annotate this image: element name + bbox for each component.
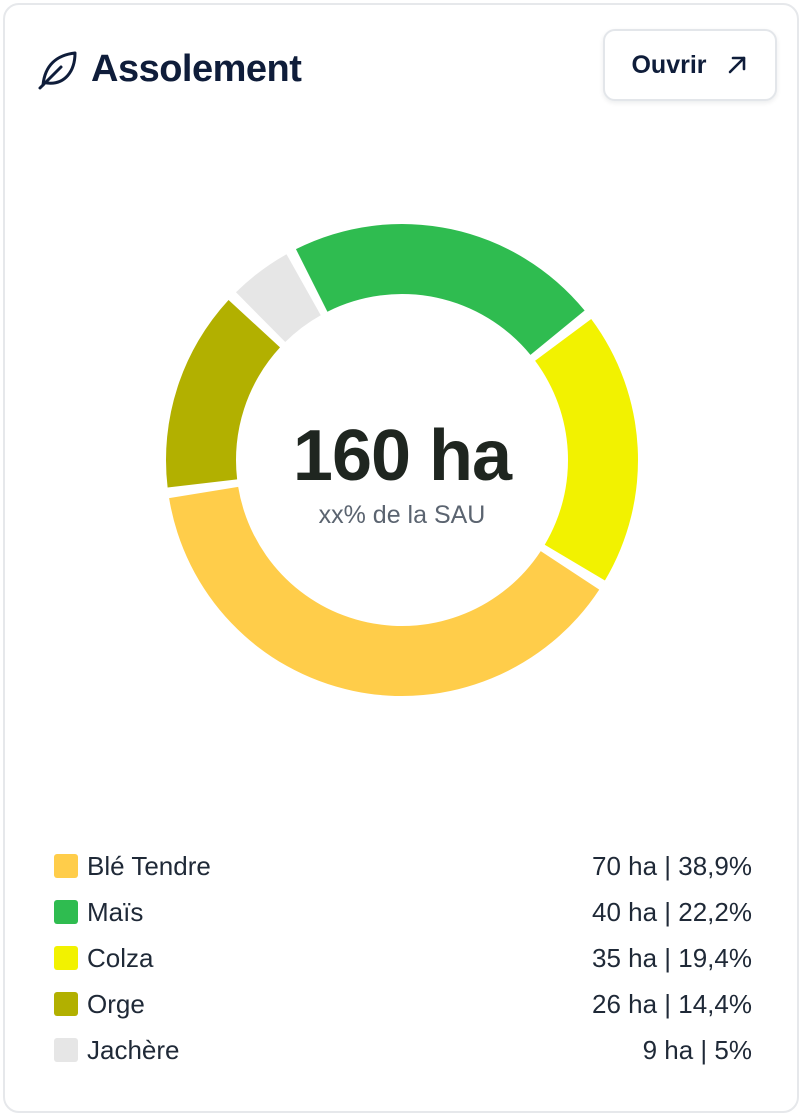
- legend-item: Colza 35 ha | 19,4%: [52, 935, 752, 981]
- legend-label: Maïs: [87, 897, 144, 927]
- legend-label: Jachère: [87, 1035, 180, 1065]
- legend-value: 35 ha | 19,4%: [592, 943, 752, 973]
- assolement-card: Assolement Ouvrir: [3, 3, 799, 1113]
- donut-slice-colza[interactable]: [535, 318, 638, 581]
- legend-item: Jachère 9 ha | 5%: [52, 1027, 752, 1073]
- donut-slice-jachere[interactable]: [235, 254, 321, 343]
- legend-value: 40 ha | 22,2%: [592, 897, 752, 927]
- legend-swatch: [54, 900, 78, 924]
- donut-center-label: xx% de la SAU: [318, 501, 486, 529]
- legend-label: Colza: [87, 943, 154, 973]
- open-button-label: Ouvrir: [631, 50, 707, 79]
- chart-legend: Blé Tendre 70 ha | 38,9% Maïs 40 ha | 22,2%…: [52, 843, 752, 1073]
- legend-swatch: [54, 992, 78, 1016]
- open-button[interactable]: Ouvrir: [603, 29, 777, 101]
- card-title: Assolement: [91, 48, 302, 90]
- donut-slice-mais[interactable]: [295, 224, 585, 355]
- donut-center-value: 160 ha: [292, 416, 512, 496]
- legend-swatch: [54, 1038, 78, 1062]
- legend-value: 9 ha | 5%: [642, 1035, 752, 1065]
- legend-item: Orge 26 ha | 14,4%: [52, 981, 752, 1027]
- legend-label: Orge: [87, 989, 145, 1019]
- donut-slice-orge[interactable]: [166, 299, 281, 488]
- legend-value: 26 ha | 14,4%: [592, 989, 752, 1019]
- legend-item: Blé Tendre 70 ha | 38,9%: [52, 843, 752, 889]
- legend-item: Maïs 40 ha | 22,2%: [52, 889, 752, 935]
- donut-slice-ble-tendre[interactable]: [169, 486, 600, 696]
- legend-value: 70 ha | 38,9%: [592, 851, 752, 881]
- legend-swatch: [54, 854, 78, 878]
- leaf-icon: [38, 51, 77, 90]
- arrow-up-right-icon: [728, 56, 745, 74]
- legend-label: Blé Tendre: [87, 851, 211, 881]
- legend-swatch: [54, 946, 78, 970]
